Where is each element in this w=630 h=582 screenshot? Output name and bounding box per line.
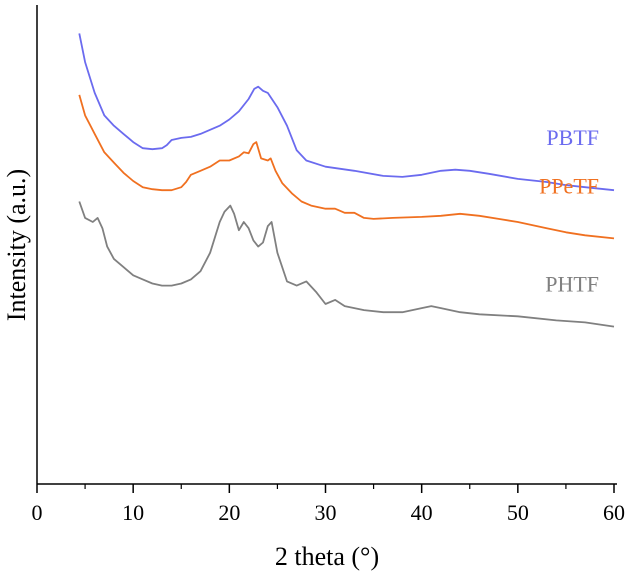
series-line-pbtf bbox=[78, 33, 615, 192]
series-layer bbox=[78, 33, 615, 328]
series-label-phtf: PHTF bbox=[545, 272, 599, 297]
x-tick-label: 20 bbox=[218, 500, 240, 525]
x-axis-title: 2 theta (°) bbox=[275, 542, 379, 571]
x-tick-label: 60 bbox=[603, 500, 625, 525]
x-tick-label: 30 bbox=[315, 500, 337, 525]
x-tick-label: 0 bbox=[32, 500, 43, 525]
series-label-ppetf: PPeTF bbox=[539, 173, 599, 198]
series-line-ppetf bbox=[78, 94, 615, 240]
series-label-layer: PBTF PPeTF PHTF bbox=[539, 125, 599, 296]
x-tick-label: 10 bbox=[122, 500, 144, 525]
x-tick-label: 40 bbox=[411, 500, 433, 525]
series-line-phtf bbox=[78, 201, 615, 328]
y-axis-title: Intensity (a.u.) bbox=[2, 169, 31, 321]
x-tick-label: 50 bbox=[507, 500, 529, 525]
series-label-pbtf: PBTF bbox=[546, 125, 599, 150]
x-tick-layer: 0 10 20 30 40 50 60 bbox=[32, 484, 625, 525]
